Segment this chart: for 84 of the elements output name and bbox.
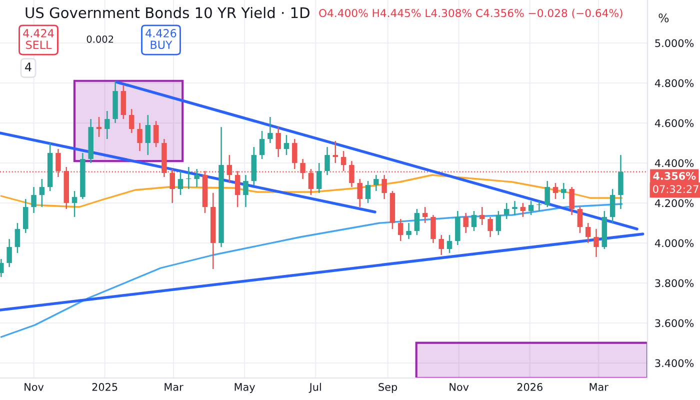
line-series <box>0 174 623 208</box>
candlestick <box>618 154 624 210</box>
candlestick <box>145 114 151 156</box>
y-tick-label: 4.600% <box>654 119 694 128</box>
ref-line-label: 4.356% <box>653 172 696 180</box>
candlestick <box>520 202 526 218</box>
x-tick-label: Sep <box>378 383 398 393</box>
candlestick <box>504 202 510 220</box>
candlestick <box>512 200 518 216</box>
candlestick <box>398 218 404 242</box>
y-tick-label: 3.400% <box>655 359 694 368</box>
candlestick <box>365 180 371 204</box>
candlestick <box>488 216 493 238</box>
candlestick <box>104 110 110 140</box>
candlestick <box>137 122 142 152</box>
annotation: 4.426 BUY <box>146 29 176 50</box>
y-tick-label: 3.600% <box>655 319 694 328</box>
x-tick-label: 2025 <box>92 383 118 391</box>
x-tick-label: Nov <box>24 383 44 391</box>
candlestick <box>438 234 444 256</box>
candlestick <box>23 198 28 234</box>
x-tick-label: 2026 <box>517 383 542 391</box>
candlestick <box>561 182 566 200</box>
candlestick <box>340 150 346 172</box>
candlestick <box>382 174 387 200</box>
candlestick <box>39 178 45 208</box>
candlestick <box>446 234 452 254</box>
annotation: 4.424 SELL <box>23 29 54 50</box>
candlestick <box>422 206 428 224</box>
candlestick <box>324 146 330 176</box>
x-tick-label: Mar <box>590 383 608 391</box>
candlestick <box>585 222 591 244</box>
candlestick <box>178 170 184 196</box>
y-tick-label: 4.000% <box>654 239 694 248</box>
candlestick <box>14 222 20 254</box>
candlestick <box>414 208 420 236</box>
candlestick <box>6 238 12 268</box>
candlestick <box>569 186 574 216</box>
y-tick-label: 4.800% <box>654 79 694 88</box>
y-axis-title: % <box>658 13 669 22</box>
candlestick <box>259 130 265 160</box>
y-tick-label: 3.800% <box>655 279 694 288</box>
candlestick <box>128 108 134 134</box>
candlestick <box>357 178 362 208</box>
text: 07:32:27 <box>653 185 698 194</box>
candlestick <box>31 186 36 214</box>
annotation: 4 <box>25 62 32 72</box>
candlestick <box>243 174 248 208</box>
y-tick-label: 5.000% <box>655 39 694 48</box>
candlestick <box>544 180 550 208</box>
candlestick <box>332 140 338 164</box>
candlestick <box>471 210 477 232</box>
candlestick <box>552 182 558 200</box>
line-series <box>0 203 623 338</box>
candlestick <box>594 228 599 258</box>
candlestick <box>284 134 290 156</box>
candlestick <box>577 206 583 234</box>
x-tick-label: May <box>234 383 256 393</box>
candlestick <box>120 84 126 120</box>
annotation: 0.002 <box>86 35 114 43</box>
candlestick <box>374 174 379 192</box>
candlestick <box>194 168 200 188</box>
candlestick <box>480 206 485 226</box>
candlestick <box>463 212 468 234</box>
candlestick <box>610 188 616 224</box>
x-tick-label: Mar <box>164 383 184 391</box>
x-tick-label: Jul <box>308 382 321 393</box>
candlestick <box>72 190 78 218</box>
candlestick <box>430 214 436 244</box>
chart-title: US Government Bonds 10 YR Yield · 1D <box>26 6 310 18</box>
candlestick <box>153 120 159 148</box>
candlestick <box>455 210 460 246</box>
y-tick-label: 4.200% <box>654 199 694 208</box>
candlestick <box>528 200 534 216</box>
y-tick-label: 4.400% <box>654 159 694 168</box>
candlestick <box>276 126 281 158</box>
candlestick <box>292 138 298 170</box>
candlestick <box>96 116 102 138</box>
candlestick <box>268 116 273 144</box>
annotation: O4.400% H4.445% L4.308% C4.356% −0.028 (−0.64%) <box>319 8 622 18</box>
candlestick <box>496 210 502 236</box>
x-tick-label: Nov <box>450 383 469 391</box>
candlestick <box>316 162 322 194</box>
candlestick <box>406 222 412 240</box>
